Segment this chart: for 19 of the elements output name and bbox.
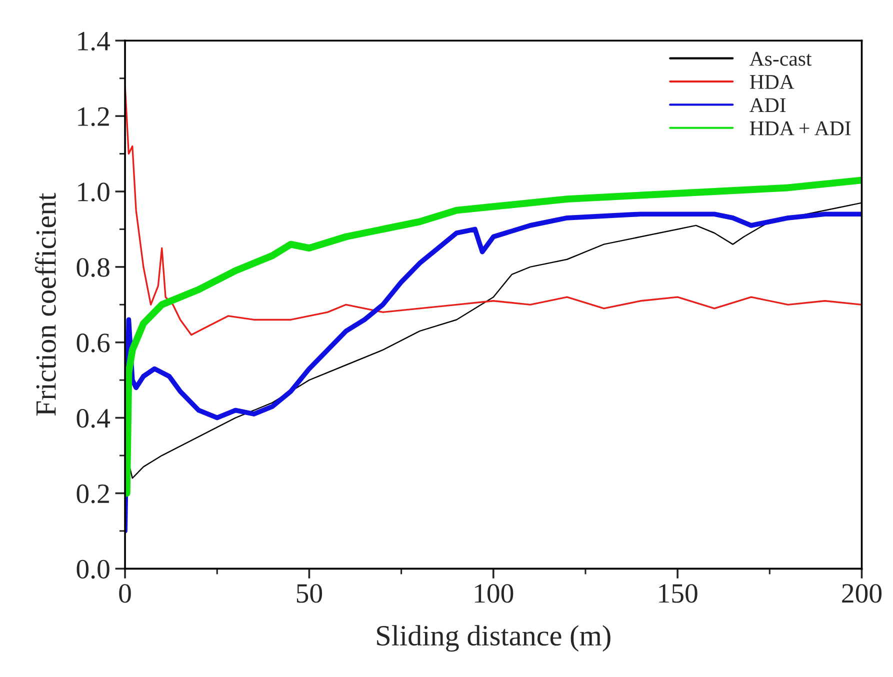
y-tick-label: 1.0 xyxy=(78,182,110,202)
legend-label: HDA + ADI xyxy=(750,121,851,136)
legend-label: ADI xyxy=(749,98,786,112)
x-tick-label: 200 xyxy=(842,584,882,603)
x-tick-label: 150 xyxy=(659,584,698,603)
y-axis-title: Friction coefficient xyxy=(35,192,56,416)
legend-label: HDA xyxy=(750,75,794,89)
y-tick-label: 1.2 xyxy=(78,107,109,126)
x-tick-label: 0 xyxy=(119,584,131,603)
y-tick-label: 0.4 xyxy=(76,408,110,428)
y-tick-label: 0.8 xyxy=(76,258,110,277)
y-tick-label: 0.2 xyxy=(76,484,109,504)
x-axis-title: Sliding distance (m) xyxy=(377,625,610,652)
y-tick-label: 0.6 xyxy=(76,334,110,352)
x-tick-label: 50 xyxy=(296,584,322,603)
y-tick-label: 1.4 xyxy=(78,32,110,51)
y-tick-label: 0.0 xyxy=(76,560,110,579)
legend-label: As-cast xyxy=(749,52,812,66)
x-tick-label: 100 xyxy=(474,584,514,603)
